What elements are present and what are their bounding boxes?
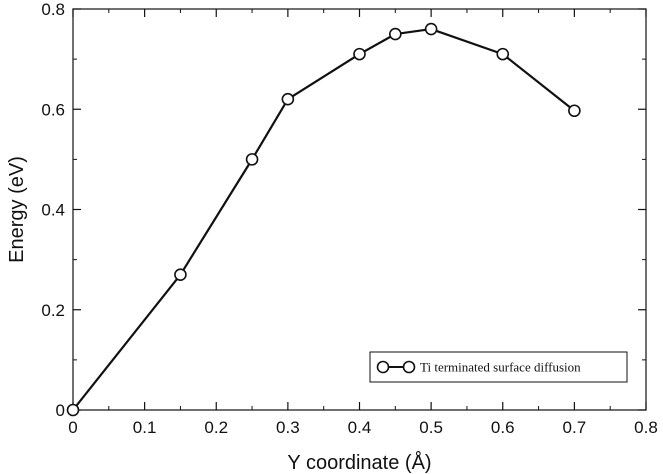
plot-area	[72, 8, 647, 411]
data-point	[389, 27, 402, 41]
legend-label: Ti terminated surface diffusion	[420, 360, 581, 375]
y-tick-label: 0.6	[41, 100, 65, 119]
x-tick-label: 0.3	[276, 418, 300, 437]
ticks-layer	[72, 8, 647, 411]
series-layer	[66, 22, 581, 417]
x-tick-label: 0.6	[491, 418, 515, 437]
y-tick-label: 0.8	[41, 0, 65, 19]
data-point	[174, 268, 187, 281]
x-tick-label: 0.1	[133, 418, 157, 437]
data-point	[281, 92, 295, 106]
y-tick-label: 0	[56, 401, 65, 420]
data-point	[568, 104, 581, 118]
x-axis-label: Y coordinate (Å)	[287, 451, 431, 474]
data-point	[496, 47, 510, 61]
data-point	[245, 153, 259, 166]
x-tick-label: 0.4	[348, 418, 372, 437]
legend-marker-right	[402, 360, 416, 374]
y-tick-label: 0.2	[41, 301, 65, 320]
x-tick-label: 0.7	[563, 418, 587, 437]
y-tick-label: 0.4	[41, 201, 65, 220]
data-point	[353, 47, 366, 61]
data-point	[66, 403, 80, 417]
legend: Ti terminated surface diffusion	[369, 351, 628, 383]
x-tick-label: 0.2	[204, 418, 228, 437]
x-tick-label: 0.5	[419, 418, 443, 437]
tick-labels-layer: 0 0.1 0.2 0.3 0.4 0.5 0.6 0.7 0.8 0 0.2 0.4 0.6 0.8	[41, 0, 657, 437]
x-tick-label: 0.8	[634, 418, 658, 437]
x-tick-label: 0	[68, 418, 77, 437]
legend-marker-left	[376, 360, 390, 374]
data-point	[424, 22, 438, 36]
y-axis-label: Energy (eV)	[6, 156, 28, 263]
